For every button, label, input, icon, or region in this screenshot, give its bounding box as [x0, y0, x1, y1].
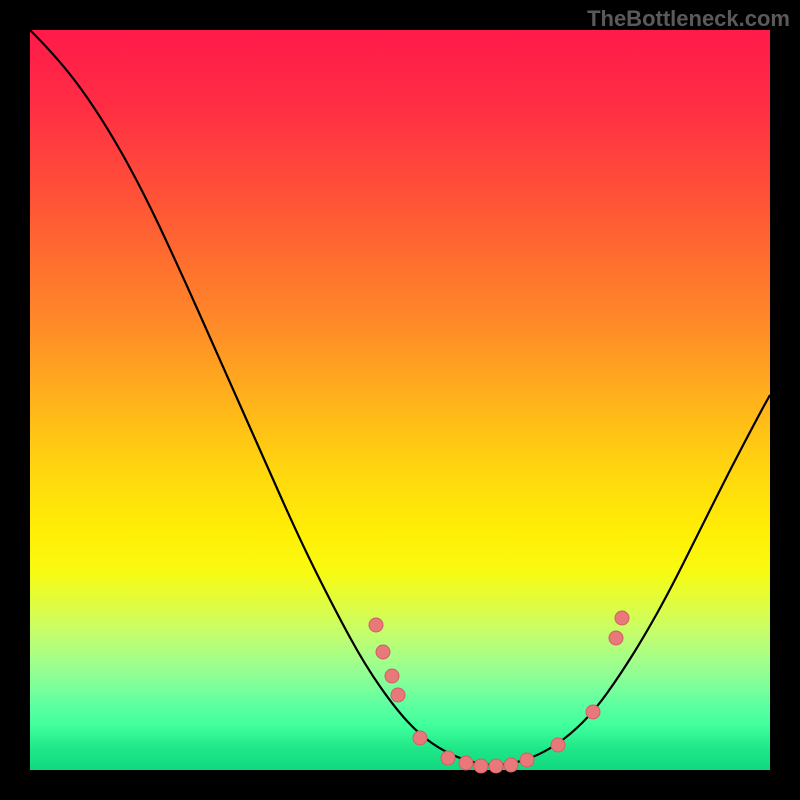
data-marker [551, 738, 565, 752]
data-marker [391, 688, 405, 702]
bottleneck-chart [0, 0, 800, 800]
data-marker [459, 756, 473, 770]
data-marker [609, 631, 623, 645]
data-marker [586, 705, 600, 719]
watermark-text: TheBottleneck.com [587, 6, 790, 32]
data-marker [615, 611, 629, 625]
chart-container: TheBottleneck.com [0, 0, 800, 800]
data-marker [441, 751, 455, 765]
data-marker [474, 759, 488, 773]
gradient-plot-area [30, 30, 770, 770]
data-marker [520, 753, 534, 767]
data-marker [385, 669, 399, 683]
data-marker [369, 618, 383, 632]
data-marker [504, 758, 518, 772]
data-marker [376, 645, 390, 659]
data-marker [489, 759, 503, 773]
data-marker [413, 731, 427, 745]
